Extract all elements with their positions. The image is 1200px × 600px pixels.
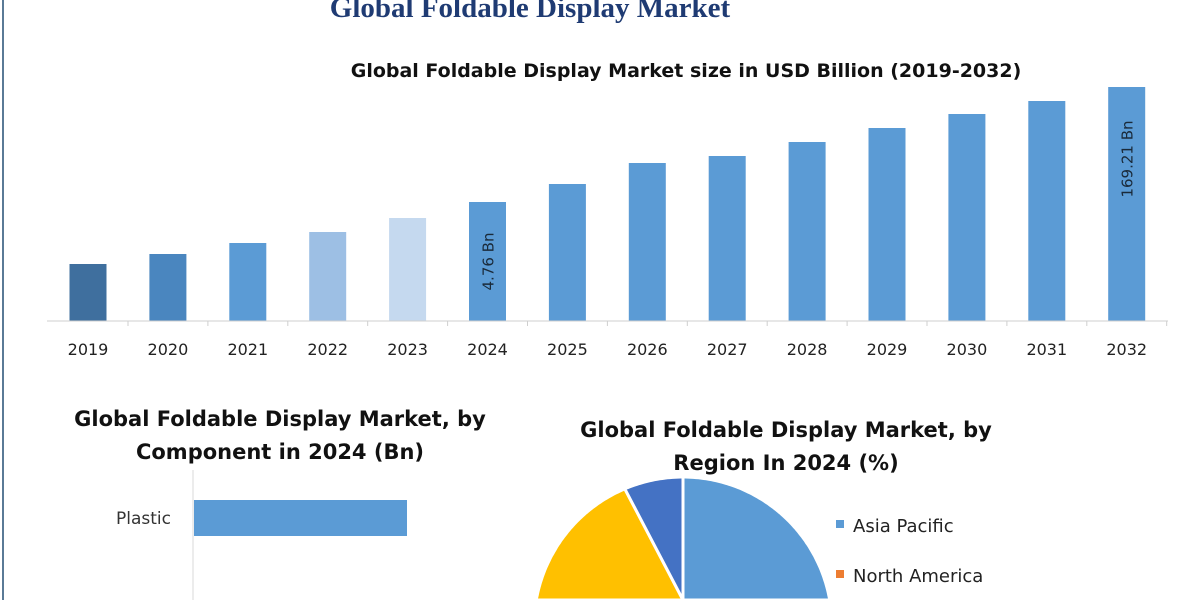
bar-2024 [469, 202, 506, 321]
bar-2032 [1108, 87, 1146, 321]
data-label-2024: 4.76 Bn [480, 233, 498, 291]
bar-2027 [708, 156, 746, 321]
data-label-2032: 169.21 Bn [1119, 120, 1137, 197]
bar-chart-title: Global Foldable Display Market size in U… [351, 60, 1022, 82]
x-tick-label-2020: 2020 [148, 340, 189, 359]
x-tick-label-2030: 2030 [947, 340, 988, 359]
x-tick-label-2028: 2028 [787, 340, 828, 359]
pie-chart-title-2: Region In 2024 (%) [673, 451, 898, 475]
component-label-plastic: Plastic [116, 509, 171, 529]
legend-label-north-america: North America [853, 566, 983, 587]
x-tick-label-2029: 2029 [867, 340, 908, 359]
x-tick-label-2025: 2025 [547, 340, 588, 359]
page-title: Global Foldable Display Market [329, 0, 731, 24]
legend-swatch-asia-pacific [836, 520, 844, 528]
x-tick-label-2023: 2023 [387, 340, 428, 359]
pie-slice-asia-pacific [681, 475, 834, 600]
legend-label-asia-pacific: Asia Pacific [853, 516, 954, 537]
component-chart-title-2: Component in 2024 (Bn) [136, 440, 424, 464]
bar-2022 [309, 232, 347, 321]
x-tick-label-2026: 2026 [627, 340, 668, 359]
x-tick-label-2032: 2032 [1106, 340, 1147, 359]
bar-2020 [149, 254, 187, 321]
bar-2019 [69, 264, 107, 321]
bar-2026 [628, 163, 666, 321]
bar-2025 [548, 184, 586, 321]
bar-2030 [948, 114, 986, 321]
pie-chart-title-1: Global Foldable Display Market, by [580, 418, 992, 442]
x-tick-label-2031: 2031 [1026, 340, 1067, 359]
bar-2028 [788, 142, 826, 321]
bar-2021 [229, 243, 267, 321]
component-chart-title-1: Global Foldable Display Market, by [74, 407, 486, 431]
bar-2029 [868, 128, 906, 321]
bar-2031 [1028, 101, 1066, 321]
frame-border [2, 0, 4, 600]
x-tick-label-2024: 2024 [467, 340, 508, 359]
component-bar-plastic [194, 500, 407, 536]
pie-slice-dark-blue [623, 475, 685, 600]
pie-chart [532, 475, 834, 600]
x-tick-label-2027: 2027 [707, 340, 748, 359]
bar-2023 [389, 218, 427, 321]
x-tick-label-2019: 2019 [68, 340, 109, 359]
legend-swatch-north-america [836, 570, 844, 578]
bar-chart: 2019 2020 2021 2022 2023 2024 4.76 Bn 2025 2026 2… [68, 87, 1168, 359]
x-tick-label-2022: 2022 [307, 340, 348, 359]
pie-slice-yellow [532, 487, 685, 600]
x-tick-label-2021: 2021 [227, 340, 268, 359]
